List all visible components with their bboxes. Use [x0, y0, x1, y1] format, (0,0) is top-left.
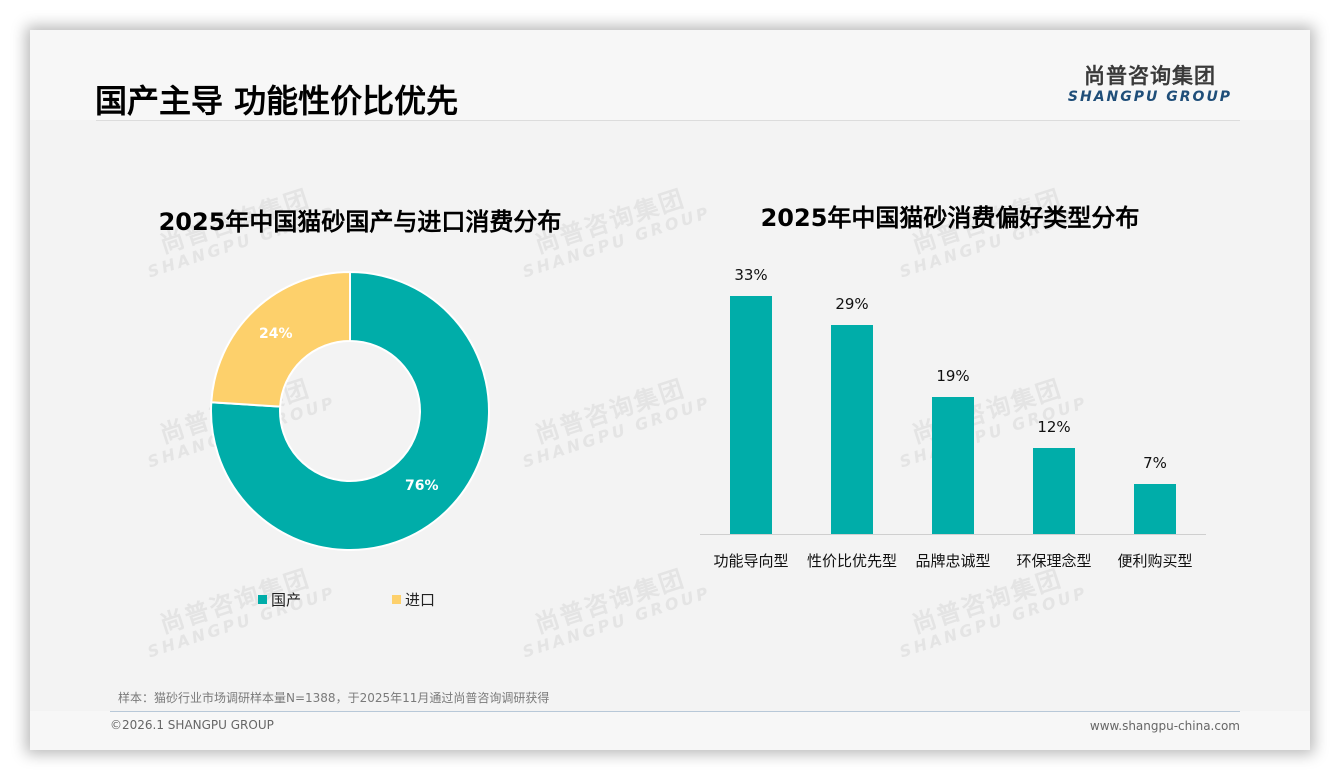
donut-slice [210, 270, 490, 551]
footer-band [30, 711, 1310, 750]
donut-label-domestic: 76% [405, 478, 439, 494]
bar-value-label: 7% [1143, 453, 1167, 472]
legend-swatch-yellow [392, 595, 401, 604]
legend-label: 国产 [271, 591, 302, 609]
logo-cn-text: 尚普咨询集团 [1084, 64, 1216, 88]
legend-item-import: 进口 [392, 589, 435, 610]
bar [932, 397, 974, 534]
slide: 国产主导 功能性价比优先 尚普咨询集团 SHANGPU GROUP 尚普咨询集团… [30, 30, 1310, 750]
donut-chart-title: 2025年中国猫砂国产与进口消费分布 [158, 208, 562, 236]
bar-value-label: 19% [936, 367, 970, 386]
bar-category-label: 便利购买型 [1117, 552, 1193, 570]
legend-item-domestic: 国产 [258, 589, 301, 610]
bar-value-label: 33% [734, 266, 768, 285]
sample-note: 样本：猫砂行业市场调研样本量N=1388，于2025年11月通过尚普咨询调研获得 [118, 691, 550, 705]
legend-swatch-teal [258, 595, 267, 604]
company-logo: 尚普咨询集团 SHANGPU GROUP [1060, 64, 1240, 106]
bar-category-label: 品牌忠诚型 [915, 552, 991, 570]
donut-chart: 24% 76% [210, 270, 490, 551]
bar [831, 325, 873, 534]
bar-category-label: 性价比优先型 [806, 552, 897, 570]
bar-category-label: 功能导向型 [713, 552, 789, 570]
footer-url: www.shangpu-china.com [1089, 719, 1240, 733]
footer-divider [110, 711, 1240, 712]
x-axis-line [700, 534, 1206, 535]
donut-label-import: 24% [259, 326, 293, 342]
legend-label: 进口 [405, 591, 436, 609]
donut-slice [210, 270, 351, 408]
header-band [30, 30, 1310, 120]
bar-value-label: 29% [835, 295, 869, 314]
bar-chart: 33% 功能导向型 29% 性价比优先型 19% 品牌忠诚型 12% 环保理念型 7% 便利购买型 [700, 260, 1210, 600]
logo-en-text: SHANGPU GROUP [1067, 89, 1233, 105]
bar [730, 296, 772, 534]
bar [1033, 447, 1075, 534]
bar [1134, 483, 1176, 534]
page-title: 国产主导 功能性价比优先 [95, 82, 459, 120]
bar-value-label: 12% [1037, 417, 1071, 436]
title-divider [96, 120, 1240, 121]
footer-copyright: ©2026.1 SHANGPU GROUP [110, 718, 274, 732]
bar-chart-title: 2025年中国猫砂消费偏好类型分布 [760, 204, 1140, 232]
donut-svg [210, 270, 490, 551]
bar-category-label: 环保理念型 [1016, 552, 1092, 570]
